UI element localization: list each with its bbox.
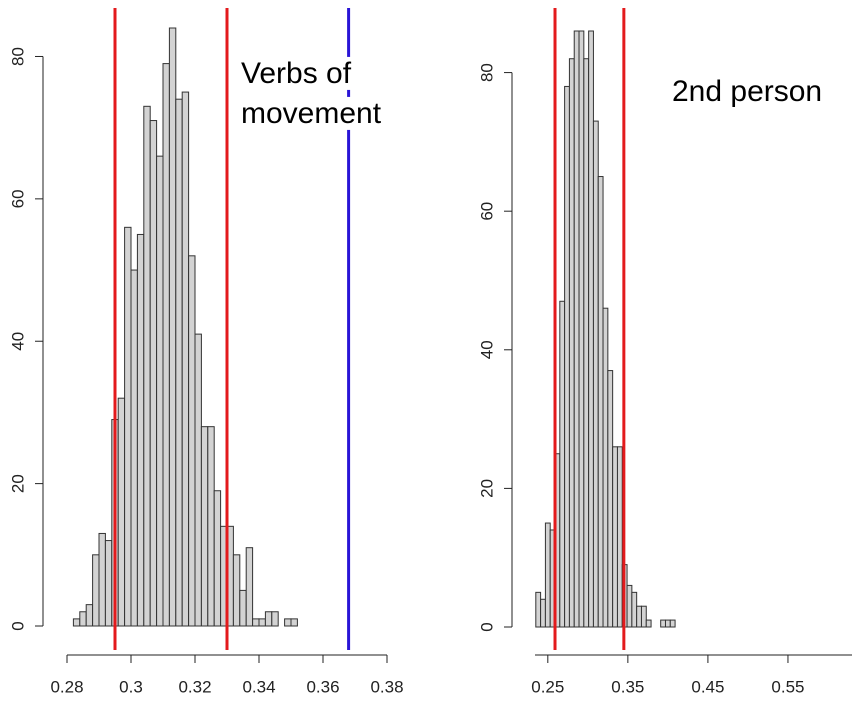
bar [232, 554, 241, 627]
bar [535, 591, 542, 628]
bar [564, 85, 570, 628]
bar [578, 30, 585, 628]
bar [271, 611, 279, 627]
bar [175, 98, 183, 627]
annotation: Verbs of [241, 57, 352, 90]
bar [592, 120, 599, 628]
bar [181, 91, 190, 627]
bar [597, 176, 604, 628]
y-tick-label: 0 [477, 622, 496, 631]
y-tick-label: 60 [477, 202, 496, 221]
annotation: 2nd person [672, 75, 822, 108]
y-tick-label: 80 [477, 63, 496, 82]
bar [168, 27, 177, 627]
bar [117, 397, 126, 627]
bar [194, 333, 202, 627]
bar [245, 547, 254, 627]
bar [200, 426, 209, 627]
bar [583, 58, 590, 628]
bar [72, 618, 81, 627]
bar [664, 619, 671, 628]
bar [544, 522, 551, 628]
y-tick-label: 40 [8, 332, 27, 351]
bar [162, 63, 170, 627]
annotation: movement [241, 97, 382, 130]
bar [660, 619, 666, 628]
bar [626, 584, 633, 628]
bar [207, 426, 215, 627]
bar [149, 120, 158, 627]
bar [130, 269, 138, 627]
bar [636, 605, 642, 628]
annotation-backing [237, 56, 356, 90]
bar [612, 446, 618, 628]
bar [602, 307, 609, 628]
bar [607, 370, 614, 628]
y-tick-label: 20 [8, 474, 27, 493]
bar [79, 611, 87, 627]
bar [98, 532, 106, 627]
x-tick-label: 0.25 [531, 677, 564, 696]
bar [284, 618, 292, 627]
bar [92, 554, 100, 627]
x-tick-label: 0.36 [306, 677, 339, 696]
y-tick-label: 0 [8, 621, 27, 630]
bar [258, 618, 266, 627]
bar [568, 58, 575, 628]
bar [290, 618, 298, 627]
bar [239, 589, 247, 627]
bar [616, 446, 623, 628]
bar [573, 30, 580, 628]
y-tick-label: 80 [8, 47, 27, 66]
x-tick-label: 0.28 [50, 677, 83, 696]
bar [104, 540, 113, 627]
x-tick-label: 0.38 [370, 677, 403, 696]
bar [640, 605, 647, 628]
bar [645, 619, 652, 628]
bar [156, 155, 164, 627]
annotation-backing [237, 96, 386, 130]
bar [631, 591, 638, 628]
y-tick-label: 60 [8, 189, 27, 208]
bar [252, 618, 260, 627]
x-tick-label: 0.34 [242, 677, 275, 696]
y-tick-label: 20 [477, 479, 496, 498]
bar [559, 300, 566, 628]
x-tick-label: 0.55 [771, 677, 804, 696]
bar [588, 30, 594, 628]
x-tick-label: 0.3 [119, 677, 143, 696]
bar [264, 611, 273, 627]
bar [85, 604, 94, 627]
bar [213, 490, 222, 627]
bar [143, 105, 151, 627]
annotation-backing [668, 74, 827, 108]
bar [188, 255, 196, 627]
x-tick-label: 0.35 [611, 677, 644, 696]
x-tick-label: 0.45 [691, 677, 724, 696]
x-tick-label: 0.32 [178, 677, 211, 696]
bar [136, 233, 145, 627]
bar [540, 598, 546, 628]
bar [124, 226, 132, 627]
bar [669, 619, 676, 628]
y-tick-label: 40 [477, 340, 496, 359]
